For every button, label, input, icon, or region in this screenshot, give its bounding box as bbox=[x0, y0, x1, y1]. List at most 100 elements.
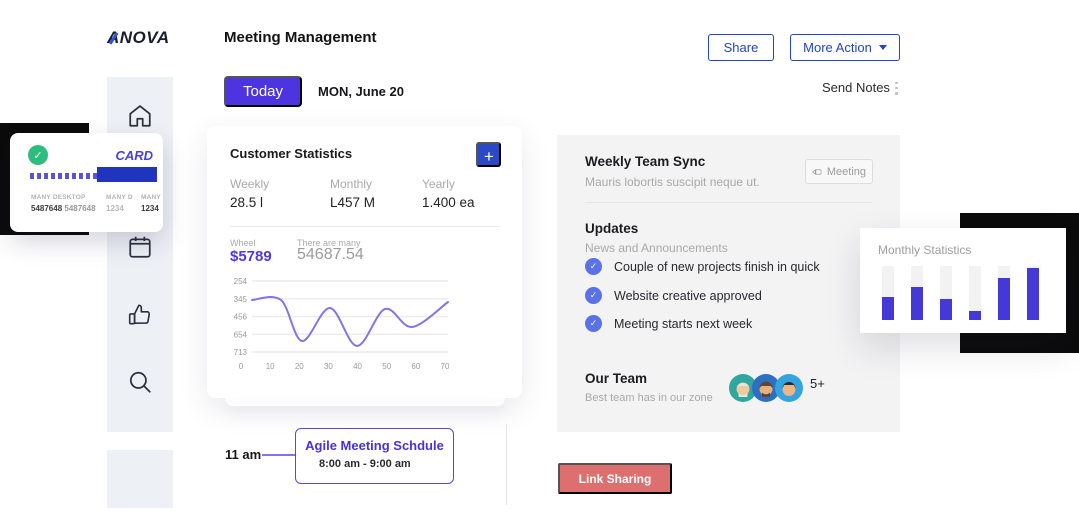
svg-text:0: 0 bbox=[239, 362, 244, 371]
current-date-label: MON, June 20 bbox=[318, 84, 404, 99]
svg-text:60: 60 bbox=[411, 362, 420, 371]
home-icon[interactable] bbox=[127, 103, 153, 129]
verified-check-icon: ✓ bbox=[28, 145, 48, 165]
card-col2-label: MANY D bbox=[106, 194, 133, 201]
wheel-value: $5789 bbox=[230, 248, 272, 265]
bar-track bbox=[940, 266, 952, 320]
bar-track bbox=[882, 266, 894, 320]
page-title: Meeting Management bbox=[224, 29, 377, 46]
svg-text:713: 713 bbox=[234, 348, 248, 357]
bar-track bbox=[998, 266, 1010, 320]
avatar[interactable] bbox=[729, 374, 757, 402]
stat-yearly-value: 1.400 ea bbox=[422, 195, 475, 210]
bar-fill bbox=[1027, 267, 1039, 320]
svg-text:50: 50 bbox=[382, 362, 391, 371]
app-logo: ANOVA bbox=[107, 28, 170, 47]
bar-track bbox=[1027, 266, 1039, 320]
check-icon: ✓ bbox=[585, 258, 602, 275]
avatar[interactable] bbox=[775, 374, 803, 402]
dropdown-caret-icon bbox=[878, 45, 887, 50]
bar-fill bbox=[940, 298, 952, 320]
bar-track bbox=[911, 266, 923, 320]
divider bbox=[585, 202, 872, 203]
more-action-label: More Action bbox=[803, 40, 872, 55]
event-time: 8:00 am - 9:00 am bbox=[319, 458, 411, 470]
svg-text:654: 654 bbox=[234, 330, 248, 339]
bar-fill bbox=[998, 278, 1010, 320]
sidebar bbox=[107, 77, 173, 432]
weekly-team-sync-subtitle: Mauris lobortis suscipit neque ut. bbox=[585, 175, 760, 189]
video-camera-icon bbox=[812, 168, 822, 175]
updates-subtitle: News and Announcements bbox=[585, 241, 728, 255]
schedule-column-divider bbox=[506, 424, 507, 505]
divider bbox=[230, 226, 500, 227]
stat-weekly-value: 28.5 l bbox=[230, 195, 264, 210]
check-icon: ✓ bbox=[585, 315, 602, 332]
share-button-label: Share bbox=[723, 40, 759, 55]
stacked-card-edge bbox=[225, 398, 505, 406]
monthly-statistics-title: Monthly Statistics bbox=[878, 243, 972, 257]
search-icon[interactable] bbox=[127, 369, 153, 395]
stat-yearly-label: Yearly bbox=[422, 177, 455, 191]
card-blue-bar bbox=[97, 167, 157, 182]
card-col1-label: MANY DESKTOP bbox=[31, 194, 86, 201]
meeting-button[interactable]: Meeting bbox=[805, 159, 873, 184]
card-col1-value: 5487648 5487648 bbox=[31, 204, 96, 213]
many-label: There are many bbox=[297, 238, 361, 248]
update-item: ✓ Meeting starts next week bbox=[585, 315, 752, 332]
schedule-connector-line bbox=[262, 454, 295, 456]
our-team-subtitle: Best team has in our zone bbox=[585, 392, 713, 404]
update-item: ✓ Couple of new projects finish in quick bbox=[585, 258, 820, 275]
svg-text:40: 40 bbox=[353, 362, 362, 371]
svg-text:70: 70 bbox=[441, 362, 450, 371]
our-team-title: Our Team bbox=[585, 371, 648, 386]
svg-text:10: 10 bbox=[266, 362, 275, 371]
weekly-team-sync-title: Weekly Team Sync bbox=[585, 154, 706, 169]
schedule-event-card[interactable]: Agile Meeting Schdule 8:00 am - 9:00 am bbox=[295, 428, 454, 484]
event-title: Agile Meeting Schdule bbox=[305, 438, 444, 453]
bar-track bbox=[969, 266, 981, 320]
customer-statistics-card: Customer Statistics + Weekly Monthly Yea… bbox=[207, 126, 522, 398]
today-button[interactable]: Today bbox=[224, 76, 302, 107]
monthly-statistics-card: Monthly Statistics bbox=[860, 228, 1066, 333]
send-notes-label[interactable]: Send Notes bbox=[822, 80, 890, 95]
link-sharing-button[interactable]: Link Sharing bbox=[558, 463, 672, 494]
stat-monthly-value: L457 M bbox=[330, 195, 376, 210]
check-icon: ✓ bbox=[585, 287, 602, 304]
card-col3-value: 1234 bbox=[141, 204, 159, 213]
customer-statistics-title: Customer Statistics bbox=[230, 146, 353, 161]
sidebar-footer bbox=[107, 450, 173, 508]
svg-text:20: 20 bbox=[295, 362, 304, 371]
thumbs-up-icon[interactable] bbox=[127, 302, 153, 328]
svg-text:30: 30 bbox=[324, 362, 333, 371]
card-col2-value: 1234 bbox=[106, 204, 124, 213]
many-value: 54687.54 bbox=[297, 246, 364, 263]
card-col3-label: MANY bbox=[141, 194, 161, 201]
updates-title: Updates bbox=[585, 221, 639, 236]
kebab-menu-icon[interactable] bbox=[895, 79, 898, 97]
meeting-button-label: Meeting bbox=[826, 165, 866, 178]
stat-monthly-label: Monthly bbox=[330, 177, 373, 191]
meeting-details-panel: Weekly Team Sync Mauris lobortis suscipi… bbox=[557, 135, 900, 432]
update-item: ✓ Website creative approved bbox=[585, 287, 762, 304]
bar-fill bbox=[969, 311, 981, 320]
card-brand-label: CARD bbox=[115, 148, 153, 163]
stat-weekly-label: Weekly bbox=[230, 177, 270, 191]
schedule-time-label: 11 am bbox=[225, 447, 262, 462]
customer-trend-line-chart: 254 345 456 654 713 0 10 20 30 40 50 60 70 bbox=[234, 277, 450, 371]
avatar[interactable] bbox=[752, 374, 780, 402]
bar-fill bbox=[911, 287, 923, 320]
masked-number-dots bbox=[30, 173, 98, 179]
svg-text:456: 456 bbox=[234, 313, 248, 322]
svg-text:345: 345 bbox=[234, 295, 248, 304]
more-action-button[interactable]: More Action bbox=[790, 34, 900, 61]
team-more-count[interactable]: 5+ bbox=[810, 376, 825, 391]
wheel-label: Wheel bbox=[230, 238, 256, 248]
bar-fill bbox=[882, 297, 894, 320]
svg-text:254: 254 bbox=[234, 277, 248, 286]
share-button[interactable]: Share bbox=[708, 34, 774, 61]
payment-card-widget: ✓ CARD MANY DESKTOP 5487648 5487648 MANY… bbox=[10, 133, 163, 232]
plus-icon[interactable]: + bbox=[476, 142, 501, 167]
calendar-icon[interactable] bbox=[127, 234, 153, 260]
